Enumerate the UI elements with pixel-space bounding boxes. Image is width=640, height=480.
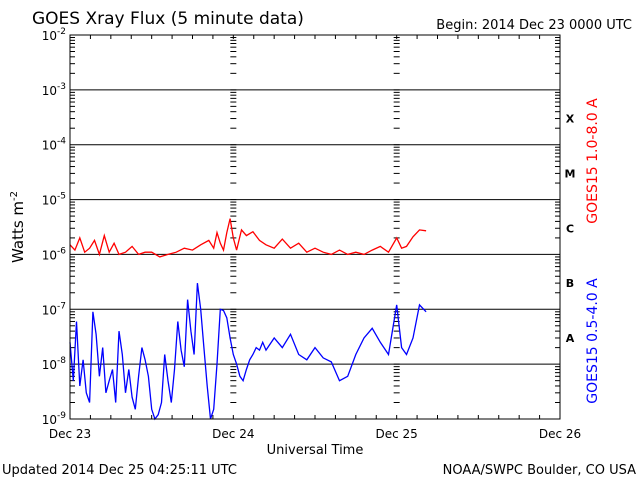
x-tick-label-1: Dec 24: [212, 427, 254, 441]
y-tick-label-1: 10-3: [42, 82, 66, 98]
series-line-1: [69, 283, 427, 421]
y-tick-label-5: 10-7: [42, 301, 66, 317]
grid-lines: [70, 89, 560, 365]
y-tick-label-2: 10-4: [42, 137, 67, 153]
flare-class-A: A: [566, 332, 575, 345]
footer-credit: NOAA/SWPC Boulder, CO USA: [443, 463, 636, 478]
plot-frame: [69, 34, 561, 420]
flare-class-X: X: [566, 113, 575, 126]
y-tick-label-4: 10-6: [42, 246, 67, 262]
y-tick-label-7: 10-9: [42, 411, 67, 427]
y-axis-label: Watts m-2: [9, 191, 27, 263]
y-tick-labels: 10-2 10-3 10-4 10-5 10-6 10-7 10-8 10-9: [42, 27, 67, 427]
flare-class-B: B: [566, 277, 574, 290]
x-tick-label-3: Dec 26: [539, 427, 581, 441]
y-axis-label-text: Watts m: [9, 201, 27, 263]
series-line-0: [69, 218, 427, 258]
legend-series-1: GOES15 0.5-4.0 A: [585, 278, 601, 404]
y-tick-label-6: 10-8: [42, 356, 67, 372]
x-tick-label-2: Dec 25: [376, 427, 418, 441]
flare-class-C: C: [566, 222, 574, 235]
begin-label: Begin: 2014 Dec 23 0000 UTC: [436, 18, 632, 33]
y-axis-label-exponent: -2: [9, 191, 20, 201]
flare-class-labels: X M C B A: [565, 113, 576, 345]
x-tick-labels: Dec 23 Dec 24 Dec 25 Dec 26: [49, 427, 581, 441]
footer-updated: Updated 2014 Dec 25 04:25:11 UTC: [2, 463, 237, 478]
y-tick-label-3: 10-5: [42, 192, 66, 208]
chart-title: GOES Xray Flux (5 minute data): [32, 9, 304, 29]
x-tick-label-0: Dec 23: [49, 427, 91, 441]
x-axis-label: Universal Time: [267, 443, 364, 458]
flare-class-M: M: [565, 167, 576, 180]
series-layer: [69, 218, 427, 421]
y-tick-label-0: 10-2: [42, 27, 66, 43]
legend-series-0: GOES15 1.0-8.0 A: [585, 98, 601, 224]
